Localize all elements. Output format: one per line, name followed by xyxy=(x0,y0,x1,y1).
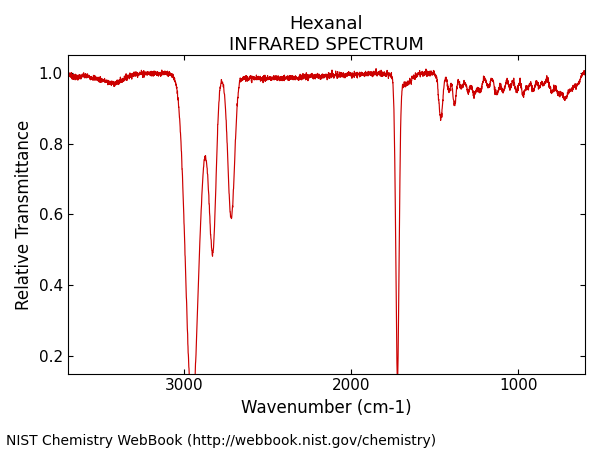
Title: Hexanal
INFRARED SPECTRUM: Hexanal INFRARED SPECTRUM xyxy=(229,15,424,54)
Text: NIST Chemistry WebBook (http://webbook.nist.gov/chemistry): NIST Chemistry WebBook (http://webbook.n… xyxy=(6,434,436,448)
X-axis label: Wavenumber (cm-1): Wavenumber (cm-1) xyxy=(241,399,412,417)
Y-axis label: Relative Transmittance: Relative Transmittance xyxy=(15,119,33,310)
